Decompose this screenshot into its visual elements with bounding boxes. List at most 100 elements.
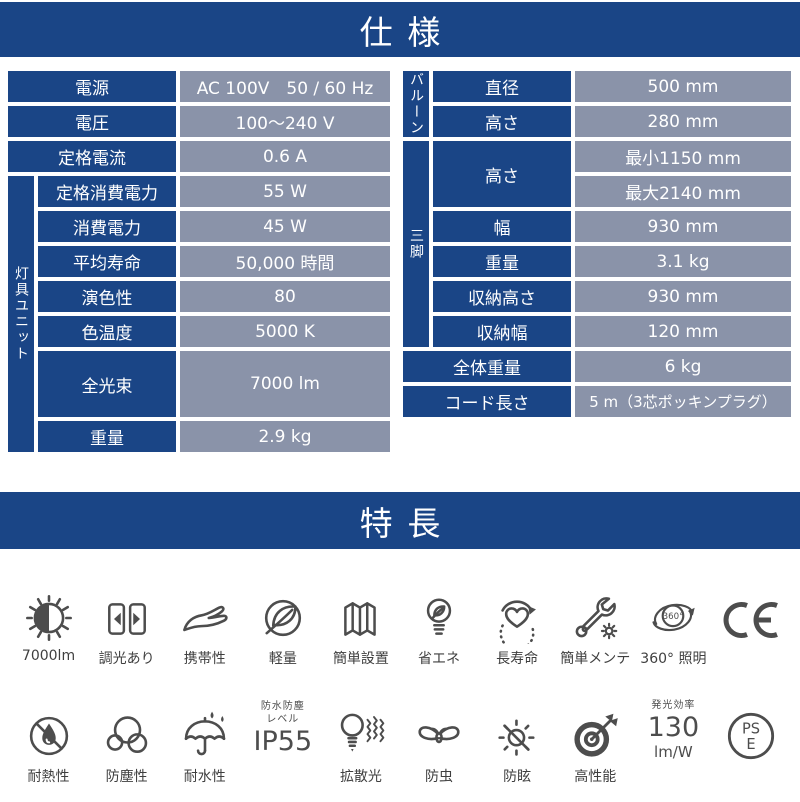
feature-high-performance: 高性能: [557, 699, 634, 787]
feature-label: 耐熱性: [27, 769, 70, 785]
feature-diffused-light: 拡散光: [322, 699, 399, 787]
spec-label: 電源: [8, 71, 176, 102]
leaf-icon: [264, 599, 301, 637]
spec-value: 2.9 kg: [180, 421, 390, 452]
spec-row-rated-power: 定格消費電力 55 W: [38, 176, 390, 207]
feature-label: 7000lm: [21, 648, 76, 664]
spec-title: 仕様: [359, 12, 456, 52]
spec-row-power-consumption: 消費電力 45 W: [38, 211, 390, 242]
feature-energy-saving: 省エネ: [401, 581, 478, 669]
spec-value: 6 kg: [575, 351, 791, 382]
feature-label: 調光あり: [98, 651, 155, 667]
feature-pse-certification: PS E: [713, 699, 790, 787]
target-arrow-icon: [574, 713, 619, 757]
spec-right-column: バルーン 直径 500 mm 高さ 280 mm 三脚 高さ 最小1150 mm: [403, 71, 791, 452]
features-row-2: 耐熱性 防塵性 耐水性 防水防塵 レベル IP55: [0, 699, 800, 787]
balloon-group: バルーン 直径 500 mm 高さ 280 mm: [403, 71, 791, 137]
spec-value: 5000 K: [180, 316, 390, 347]
spec-section-header: 仕様: [0, 2, 800, 57]
spec-value: 最小1150 mm: [575, 141, 791, 172]
spec-row-luminous-flux: 全光束 7000 lm: [38, 351, 390, 417]
spec-row-total-weight: 全体重量 6 kg: [403, 351, 791, 382]
spec-label: 消費電力: [38, 211, 176, 242]
spec-label: 全体重量: [403, 351, 571, 382]
feature-heat-resistance: 耐熱性: [10, 699, 87, 787]
feature-label: 高性能: [574, 769, 617, 785]
spec-value: 100〜240 V: [180, 106, 390, 137]
spec-row-power: 電源 AC 100V 50 / 60 Hz: [8, 71, 390, 102]
ip-rating-value: IP55: [253, 726, 313, 757]
spec-label: 高さ: [433, 106, 571, 137]
spec-value: 55 W: [180, 176, 390, 207]
spec-row-tripod-weight: 重量 3.1 kg: [433, 246, 791, 277]
spec-value: 280 mm: [575, 106, 791, 137]
tripod-group-label: 三脚: [403, 141, 429, 347]
spec-label: 平均寿命: [38, 246, 176, 277]
spec-row-lamp-weight: 重量 2.9 kg: [38, 421, 390, 452]
feature-label: 簡単メンテ: [560, 651, 631, 667]
feature-luminous-efficiency: 発光効率 130 lm/W: [635, 699, 712, 787]
spec-row-rated-current: 定格電流 0.6 A: [8, 141, 390, 172]
feature-dimming: 調光あり: [88, 581, 165, 669]
features-title: 特長: [359, 503, 456, 543]
tripod-group: 三脚 高さ 最小1150 mm 最大2140 mm 幅 930 mm 重量 3.…: [403, 141, 791, 347]
spec-value: 最大2140 mm: [575, 176, 791, 207]
spec-label: 定格消費電力: [38, 176, 176, 207]
spec-value: 80: [180, 281, 390, 312]
spec-value: 0.6 A: [180, 141, 390, 172]
spec-left-column: 電源 AC 100V 50 / 60 Hz 電圧 100〜240 V 定格電流 …: [8, 71, 390, 452]
spec-label: 幅: [433, 211, 571, 242]
feature-label: 防虫: [425, 769, 454, 785]
spec-label: 収納高さ: [433, 281, 571, 312]
spec-value: 7000 lm: [180, 351, 390, 417]
spec-table: 電源 AC 100V 50 / 60 Hz 電圧 100〜240 V 定格電流 …: [0, 57, 800, 452]
spec-label: 全光束: [38, 351, 176, 417]
spec-label: 直径: [433, 71, 571, 102]
spec-row-diameter: 直径 500 mm: [433, 71, 791, 102]
dimming-arrows-icon: [107, 603, 146, 635]
feature-label: 省エネ: [418, 651, 461, 667]
umbrella-drops-icon: [184, 711, 225, 756]
feature-label: 軽量: [268, 651, 297, 667]
spec-label: 収納幅: [433, 316, 571, 347]
spec-label: コード長さ: [403, 386, 571, 417]
spec-label: 高さ: [433, 141, 571, 207]
feature-label: 携帯性: [183, 651, 226, 667]
feature-360-lighting: 360° 360° 照明: [635, 581, 712, 669]
feature-label: 拡散光: [339, 769, 382, 785]
feature-portability: 携帯性: [166, 581, 243, 669]
efficiency-value: 130: [647, 712, 700, 743]
lamp-unit-rows: 定格消費電力 55 W 消費電力 45 W 平均寿命 50,000 時間 演色性…: [38, 176, 390, 452]
spec-value: 50,000 時間: [180, 246, 390, 277]
folding-panels-icon: [344, 602, 376, 636]
feature-easy-maintenance: 簡単メンテ: [557, 581, 634, 669]
feature-brightness: 7000lm: [10, 581, 87, 669]
spec-row-tripod-height: 高さ 最小1150 mm 最大2140 mm: [433, 141, 791, 207]
dust-cloud-icon: [106, 716, 147, 754]
feature-long-life: 長寿命: [479, 581, 556, 669]
feature-easy-setup: 簡単設置: [322, 581, 399, 669]
spec-label: 電圧: [8, 106, 176, 137]
spec-label: 重量: [38, 421, 176, 452]
spec-value: 500 mm: [575, 71, 791, 102]
rotate-360-badge: 360°: [663, 612, 684, 622]
spec-row-balloon-height: 高さ 280 mm: [433, 106, 791, 137]
spec-value: 930 mm: [575, 281, 791, 312]
feature-dust-resistance: 防塵性: [88, 699, 165, 787]
heart-cycle-icon: [499, 600, 537, 644]
ip-rating-line2: レベル: [266, 714, 300, 725]
spec-label: 色温度: [38, 316, 176, 347]
no-glare-icon: [498, 719, 535, 756]
feature-anti-glare: 防眩: [479, 699, 556, 787]
features-section-header: 特長: [0, 492, 800, 549]
eco-bulb-icon: [426, 598, 452, 635]
feature-ce-certification: [713, 581, 790, 669]
balloon-rows: 直径 500 mm 高さ 280 mm: [433, 71, 791, 137]
no-flame-icon: [29, 716, 68, 756]
spec-label: 定格電流: [8, 141, 176, 172]
spec-value: 5 m（3芯ポッキンプラグ）: [575, 386, 791, 417]
lamp-unit-group: 灯具ユニット 定格消費電力 55 W 消費電力 45 W 平均寿命 50,000…: [8, 176, 390, 452]
spec-row-cord-length: コード長さ 5 m（3芯ポッキンプラグ）: [403, 386, 791, 417]
spec-row-color-temp: 色温度 5000 K: [38, 316, 390, 347]
feature-label: 360° 照明: [640, 651, 707, 667]
